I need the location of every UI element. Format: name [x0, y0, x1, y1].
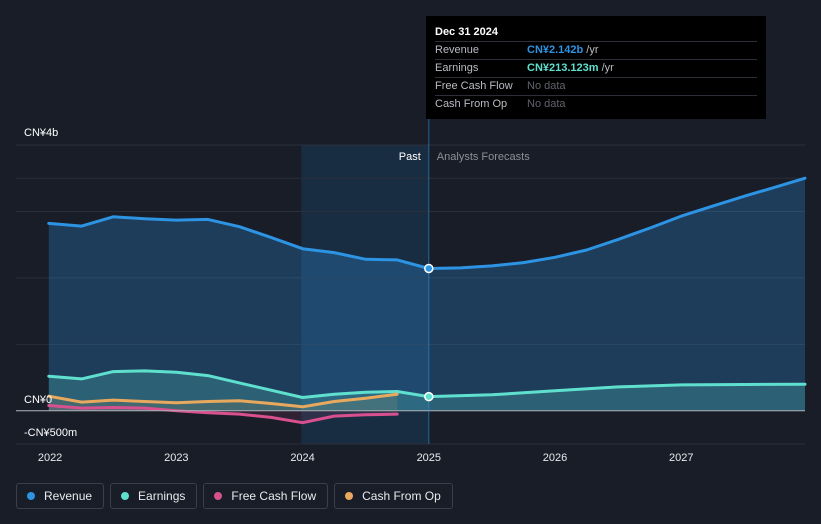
tooltip-value: CN¥2.142b [527, 44, 584, 56]
tooltip-label: Revenue [435, 44, 480, 56]
free-cash-flow-line [47, 404, 399, 425]
legend-item-earnings[interactable]: Earnings [110, 483, 198, 509]
legend-label: Earnings [138, 489, 186, 503]
tooltip-label: Cash From Op [435, 98, 508, 110]
x-tick-label: 2022 [38, 452, 62, 464]
y-axis-zero-label: CN¥0 [24, 394, 52, 406]
earnings-marker [424, 391, 434, 402]
x-tick-label: 2025 [417, 452, 441, 464]
tooltip-value: CN¥213.123m [527, 62, 599, 74]
tooltip-label: Earnings [435, 62, 479, 74]
tooltip-value: No data [527, 98, 566, 110]
legend-label: Cash From Op [362, 489, 441, 503]
y-axis-bottom-label: -CN¥500m [24, 427, 77, 439]
legend: Revenue Earnings Free Cash Flow Cash Fro… [16, 483, 453, 509]
legend-label: Revenue [44, 489, 93, 503]
free-cash-flow-area [48, 405, 398, 423]
series-markers [424, 263, 434, 402]
revenue-area [48, 178, 806, 411]
revenue-marker [424, 263, 434, 274]
x-axis-ticks: 2022 2023 2024 2025 2026 2027 [38, 452, 694, 464]
legend-item-free-cash-flow[interactable]: Free Cash Flow [203, 483, 329, 509]
tooltip-value: No data [527, 80, 566, 92]
legend-label: Free Cash Flow [231, 489, 317, 503]
tooltip-row-cash-from-op: Cash From Op No data [435, 95, 757, 113]
earnings-line [47, 369, 807, 399]
x-tick-label: 2027 [669, 452, 693, 464]
past-label: Past [399, 151, 421, 163]
tooltip: Dec 31 2024 Revenue CN¥2.142b /yr Earnin… [426, 16, 766, 119]
revenue-dot-icon [27, 492, 35, 500]
tooltip-row-free-cash-flow: Free Cash Flow No data [435, 77, 757, 95]
tooltip-row-earnings: Earnings CN¥213.123m /yr [435, 59, 757, 77]
x-tick-label: 2024 [290, 452, 314, 464]
tooltip-row-revenue: Revenue CN¥2.142b /yr [435, 41, 757, 59]
legend-item-revenue[interactable]: Revenue [16, 483, 105, 509]
cash-from-op-line [47, 392, 399, 409]
tooltip-date: Dec 31 2024 [435, 26, 498, 38]
x-tick-label: 2023 [164, 452, 188, 464]
legend-item-cash-from-op[interactable]: Cash From Op [334, 483, 453, 509]
cash-from-op-dot-icon [345, 492, 354, 500]
x-tick-label: 2026 [543, 452, 567, 464]
earnings-dot-icon [121, 492, 130, 500]
forecast-label: Analysts Forecasts [437, 151, 530, 163]
tooltip-unit: /yr [586, 44, 599, 56]
y-axis-top-label: CN¥4b [24, 127, 58, 139]
tooltip-unit: /yr [601, 62, 614, 74]
free-cash-flow-dot-icon [214, 492, 223, 500]
tooltip-label: Free Cash Flow [435, 80, 513, 92]
